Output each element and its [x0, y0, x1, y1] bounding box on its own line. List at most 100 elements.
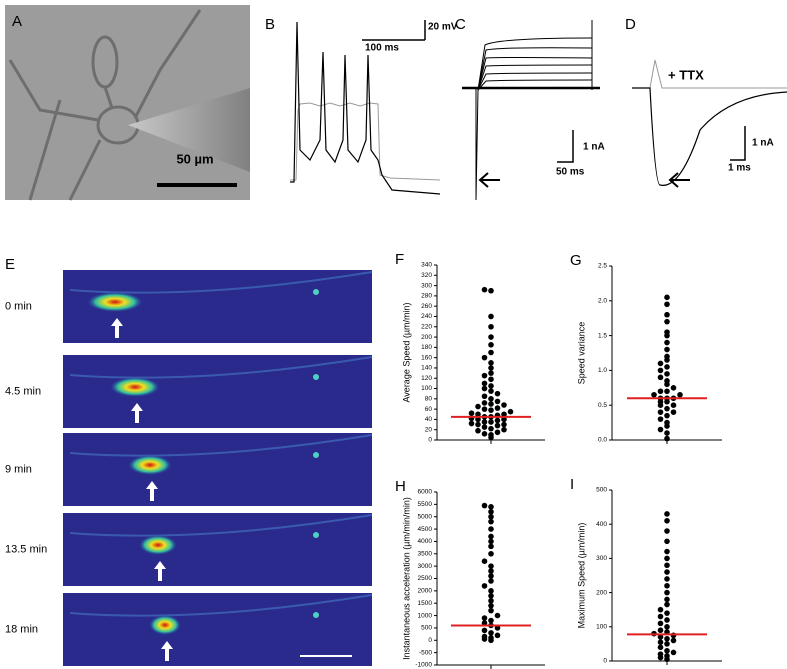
data-point — [501, 426, 507, 433]
data-point — [494, 625, 501, 631]
data-point — [488, 563, 494, 569]
data-point — [481, 419, 488, 425]
data-point — [501, 421, 507, 428]
neurite — [69, 594, 373, 617]
axis-title: Maximum Speed (µm/min) — [576, 523, 586, 629]
panel-label: G — [570, 252, 582, 269]
y-tick-label: 140 — [421, 365, 432, 372]
y-tick-label: 400 — [596, 521, 607, 528]
y-tick-label: 3000 — [418, 563, 433, 570]
time-label: 4.5 min — [5, 385, 41, 397]
y-tick-label: 200 — [421, 334, 432, 341]
data-point — [481, 385, 488, 392]
data-point — [488, 334, 494, 340]
y-tick-label: 1000 — [418, 612, 433, 619]
y-tick-label: 4000 — [418, 538, 433, 545]
data-point — [488, 383, 494, 389]
data-point — [488, 518, 494, 525]
spot — [313, 374, 319, 380]
fluorescence — [87, 292, 143, 312]
traces — [462, 20, 600, 201]
y-tick-label: 4500 — [418, 526, 433, 533]
trace — [632, 59, 787, 89]
timelapse-image — [63, 593, 372, 666]
data-point — [664, 294, 670, 301]
time-label: 18 min — [5, 623, 38, 635]
data-point — [664, 430, 670, 436]
timelapse-image — [63, 513, 372, 586]
data-point — [494, 612, 501, 619]
y-tick-label: 1.5 — [598, 332, 607, 339]
data-point — [475, 427, 481, 434]
y-tick-label: 240 — [421, 313, 432, 320]
data-point — [481, 372, 488, 379]
data-point — [664, 617, 670, 623]
y-tick-label: 100 — [421, 385, 432, 392]
data-point — [670, 637, 677, 644]
data-point — [677, 391, 683, 398]
data-point — [664, 412, 670, 419]
data-point — [481, 286, 488, 293]
data-point — [657, 367, 664, 374]
data-point — [664, 576, 670, 582]
neurite — [69, 356, 373, 379]
data-point — [488, 388, 494, 394]
y-tick-label: 3500 — [418, 551, 433, 558]
y-tick-label: 300 — [596, 555, 607, 562]
data-point — [488, 543, 494, 550]
data-point — [481, 400, 488, 406]
scale-bar — [362, 20, 426, 41]
data-point — [501, 402, 507, 408]
data-point — [481, 431, 488, 437]
y-tick-label: 0.5 — [598, 402, 607, 409]
fluorescence — [110, 377, 160, 397]
time-label: 0 min — [5, 300, 32, 312]
data-point — [664, 582, 670, 589]
arrow — [146, 481, 158, 501]
pipette — [128, 88, 250, 172]
arrow — [111, 318, 123, 338]
data-point — [481, 393, 488, 400]
data-point — [488, 504, 494, 510]
data-point — [651, 391, 657, 398]
timelapse-image — [63, 355, 372, 428]
data-point — [488, 376, 494, 383]
data-point — [657, 416, 664, 422]
fluorescence — [128, 455, 172, 475]
data-point — [657, 620, 664, 627]
y-tick-label: -1000 — [415, 662, 432, 669]
y-tick-label: 120 — [421, 375, 432, 382]
arrow — [478, 172, 500, 188]
spot — [313, 532, 319, 538]
data-point — [488, 513, 494, 520]
data-point — [488, 578, 494, 584]
data-point — [475, 416, 481, 423]
data-point — [664, 653, 670, 659]
trace — [290, 21, 441, 195]
y-tick-label: -500 — [419, 649, 432, 656]
y-tick-label: 1500 — [418, 600, 433, 607]
data-point — [468, 420, 475, 427]
data-point — [488, 396, 494, 402]
data-point — [494, 429, 501, 436]
data-point — [657, 634, 664, 640]
panel-label: C — [455, 16, 466, 33]
data-point — [488, 359, 494, 366]
data-point — [664, 562, 670, 569]
arrow — [161, 641, 173, 661]
data-point — [488, 573, 494, 579]
y-tick-label: 1.0 — [598, 367, 607, 374]
fluorescence — [149, 615, 181, 635]
data-point — [494, 422, 501, 429]
neuron-outline — [8, 9, 202, 201]
data-point — [475, 403, 481, 410]
data-point — [494, 632, 501, 639]
data-point — [494, 405, 501, 411]
data-point — [657, 388, 664, 395]
y-tick-label: 5500 — [418, 501, 433, 508]
axis-title: Speed variance — [576, 322, 586, 385]
data-point — [664, 538, 670, 545]
axis-title: Average Speed (µm/min) — [401, 302, 411, 402]
panel-label: B — [265, 16, 275, 33]
